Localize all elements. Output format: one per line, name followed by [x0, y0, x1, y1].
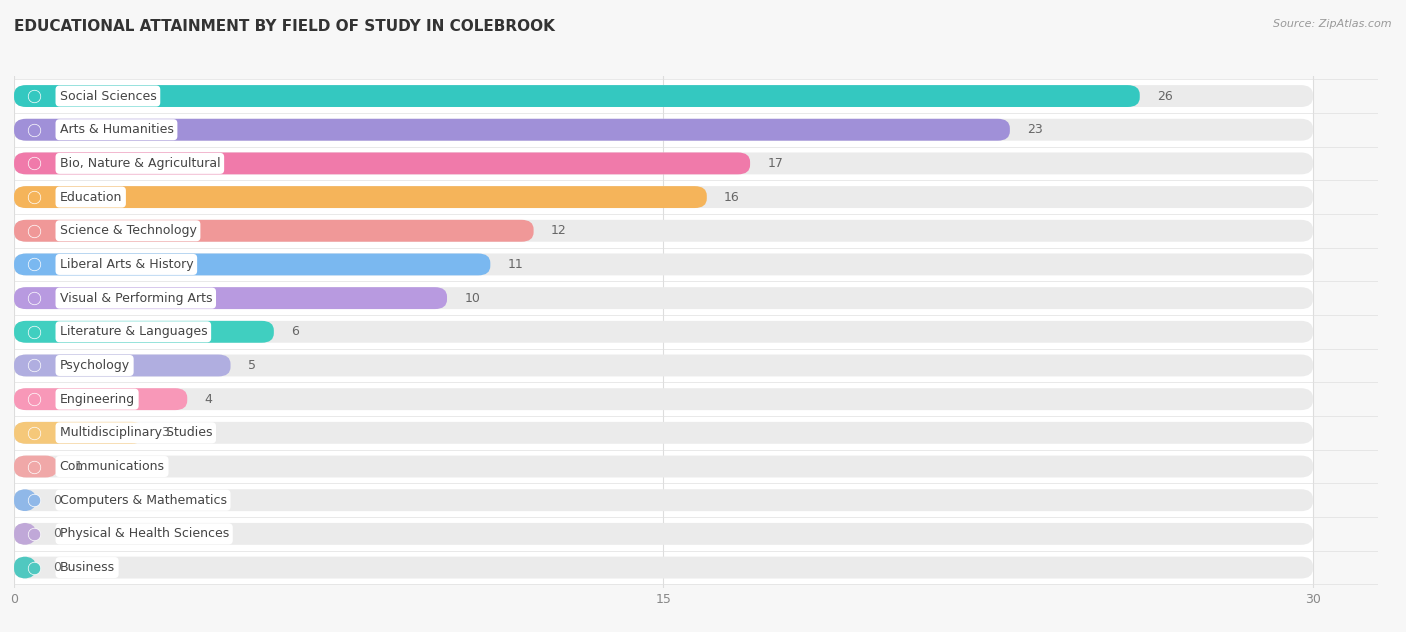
Text: 23: 23 [1028, 123, 1043, 137]
Text: 5: 5 [247, 359, 256, 372]
FancyBboxPatch shape [14, 557, 35, 578]
Text: 0: 0 [53, 561, 60, 574]
FancyBboxPatch shape [14, 113, 1313, 147]
FancyBboxPatch shape [14, 388, 1313, 410]
Text: Bio, Nature & Agricultural: Bio, Nature & Agricultural [59, 157, 221, 170]
FancyBboxPatch shape [14, 388, 187, 410]
Text: Communications: Communications [59, 460, 165, 473]
FancyBboxPatch shape [14, 253, 491, 276]
Text: Visual & Performing Arts: Visual & Performing Arts [59, 291, 212, 305]
Text: Business: Business [59, 561, 115, 574]
FancyBboxPatch shape [14, 483, 1313, 517]
FancyBboxPatch shape [14, 355, 1313, 377]
Text: 0: 0 [53, 527, 60, 540]
Text: 6: 6 [291, 325, 299, 338]
FancyBboxPatch shape [14, 489, 1313, 511]
FancyBboxPatch shape [14, 422, 143, 444]
FancyBboxPatch shape [14, 119, 1313, 141]
FancyBboxPatch shape [14, 450, 1313, 483]
Text: 17: 17 [768, 157, 783, 170]
Text: EDUCATIONAL ATTAINMENT BY FIELD OF STUDY IN COLEBROOK: EDUCATIONAL ATTAINMENT BY FIELD OF STUDY… [14, 19, 555, 34]
FancyBboxPatch shape [14, 253, 1313, 276]
FancyBboxPatch shape [14, 85, 1313, 107]
Text: 11: 11 [508, 258, 523, 271]
Text: Source: ZipAtlas.com: Source: ZipAtlas.com [1274, 19, 1392, 29]
FancyBboxPatch shape [14, 456, 1313, 477]
FancyBboxPatch shape [14, 220, 534, 241]
Text: 16: 16 [724, 191, 740, 204]
FancyBboxPatch shape [14, 382, 1313, 416]
FancyBboxPatch shape [14, 186, 1313, 208]
FancyBboxPatch shape [14, 180, 1313, 214]
Text: Social Sciences: Social Sciences [59, 90, 156, 102]
FancyBboxPatch shape [14, 287, 1313, 309]
Text: 0: 0 [53, 494, 60, 507]
FancyBboxPatch shape [14, 422, 1313, 444]
Text: Multidisciplinary Studies: Multidisciplinary Studies [59, 427, 212, 439]
Text: 10: 10 [464, 291, 481, 305]
Text: 26: 26 [1157, 90, 1173, 102]
Text: Liberal Arts & History: Liberal Arts & History [59, 258, 193, 271]
FancyBboxPatch shape [14, 315, 1313, 349]
FancyBboxPatch shape [14, 152, 749, 174]
FancyBboxPatch shape [14, 119, 1010, 141]
Text: 3: 3 [162, 427, 169, 439]
Text: Arts & Humanities: Arts & Humanities [59, 123, 173, 137]
Text: Engineering: Engineering [59, 392, 135, 406]
FancyBboxPatch shape [14, 523, 1313, 545]
Text: 12: 12 [551, 224, 567, 237]
FancyBboxPatch shape [14, 85, 1140, 107]
FancyBboxPatch shape [14, 248, 1313, 281]
FancyBboxPatch shape [14, 517, 1313, 550]
Text: Physical & Health Sciences: Physical & Health Sciences [59, 527, 229, 540]
FancyBboxPatch shape [14, 287, 447, 309]
Text: Science & Technology: Science & Technology [59, 224, 197, 237]
FancyBboxPatch shape [14, 79, 1313, 113]
Text: Education: Education [59, 191, 122, 204]
Text: 4: 4 [204, 392, 212, 406]
FancyBboxPatch shape [14, 355, 231, 377]
FancyBboxPatch shape [14, 186, 707, 208]
FancyBboxPatch shape [14, 220, 1313, 241]
FancyBboxPatch shape [14, 523, 35, 545]
FancyBboxPatch shape [14, 349, 1313, 382]
FancyBboxPatch shape [14, 214, 1313, 248]
FancyBboxPatch shape [14, 416, 1313, 450]
FancyBboxPatch shape [14, 152, 1313, 174]
FancyBboxPatch shape [14, 147, 1313, 180]
FancyBboxPatch shape [14, 557, 1313, 578]
FancyBboxPatch shape [14, 281, 1313, 315]
Text: Psychology: Psychology [59, 359, 129, 372]
FancyBboxPatch shape [14, 550, 1313, 585]
FancyBboxPatch shape [14, 489, 35, 511]
Text: Literature & Languages: Literature & Languages [59, 325, 207, 338]
FancyBboxPatch shape [14, 456, 58, 477]
Text: Computers & Mathematics: Computers & Mathematics [59, 494, 226, 507]
Text: 1: 1 [75, 460, 83, 473]
FancyBboxPatch shape [14, 321, 1313, 343]
FancyBboxPatch shape [14, 321, 274, 343]
